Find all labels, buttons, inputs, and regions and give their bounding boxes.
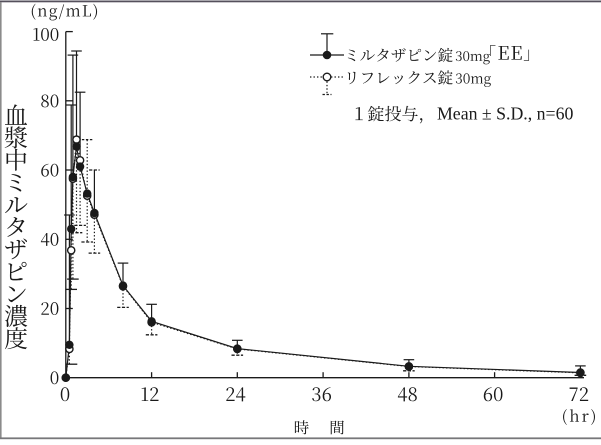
- svg-text:Mean ± S.D., n=60: Mean ± S.D., n=60: [437, 104, 573, 124]
